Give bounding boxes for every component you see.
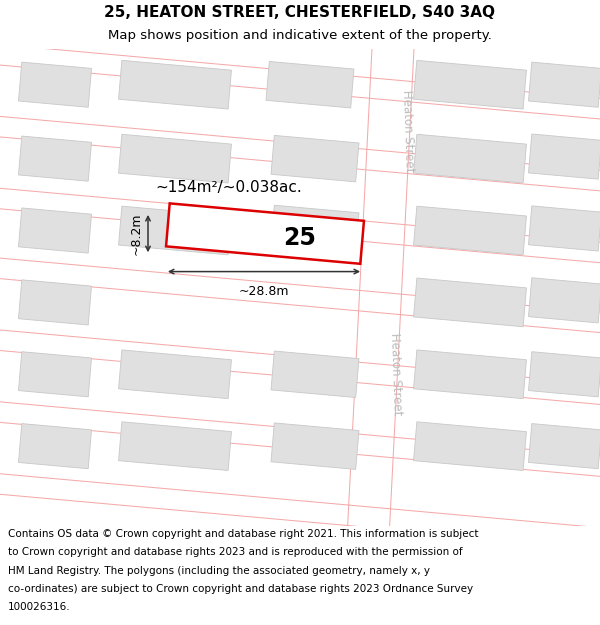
Text: Map shows position and indicative extent of the property.: Map shows position and indicative extent… [108,29,492,42]
Polygon shape [19,136,92,181]
Polygon shape [271,136,359,182]
Polygon shape [529,134,600,179]
Polygon shape [529,278,600,323]
Polygon shape [0,44,600,120]
Polygon shape [266,61,354,108]
Text: co-ordinates) are subject to Crown copyright and database rights 2023 Ordnance S: co-ordinates) are subject to Crown copyr… [8,584,473,594]
Text: ~154m²/~0.038ac.: ~154m²/~0.038ac. [155,180,302,195]
Polygon shape [529,424,600,469]
Polygon shape [19,280,92,325]
Polygon shape [0,116,600,192]
Polygon shape [119,422,232,471]
Polygon shape [119,61,232,109]
Polygon shape [413,206,526,255]
Polygon shape [529,352,600,397]
Polygon shape [166,203,364,264]
Text: Heaton Street: Heaton Street [400,89,416,172]
Polygon shape [413,278,526,327]
Polygon shape [271,423,359,469]
Text: ~8.2m: ~8.2m [130,213,143,255]
Polygon shape [0,329,600,406]
Polygon shape [119,206,232,255]
Polygon shape [119,350,232,399]
Text: 25: 25 [284,226,316,250]
Text: Heaton Street: Heaton Street [388,333,404,416]
Text: 25, HEATON STREET, CHESTERFIELD, S40 3AQ: 25, HEATON STREET, CHESTERFIELD, S40 3AQ [104,4,496,19]
Polygon shape [19,208,92,253]
Polygon shape [19,424,92,469]
Text: 100026316.: 100026316. [8,602,70,612]
Polygon shape [271,205,359,252]
Polygon shape [119,134,232,183]
Polygon shape [413,134,526,183]
Text: to Crown copyright and database rights 2023 and is reproduced with the permissio: to Crown copyright and database rights 2… [8,548,463,558]
Polygon shape [529,62,600,107]
Polygon shape [0,401,600,478]
Polygon shape [0,258,600,334]
Text: HM Land Registry. The polygons (including the associated geometry, namely x, y: HM Land Registry. The polygons (includin… [8,566,430,576]
Polygon shape [347,49,414,526]
Polygon shape [413,350,526,399]
Polygon shape [0,188,600,264]
Polygon shape [19,62,92,107]
Polygon shape [413,61,526,109]
Polygon shape [19,352,92,397]
Text: ~28.8m: ~28.8m [239,285,289,298]
Polygon shape [529,206,600,251]
Polygon shape [0,473,600,549]
Text: Contains OS data © Crown copyright and database right 2021. This information is : Contains OS data © Crown copyright and d… [8,529,478,539]
Polygon shape [271,351,359,398]
Polygon shape [413,422,526,471]
